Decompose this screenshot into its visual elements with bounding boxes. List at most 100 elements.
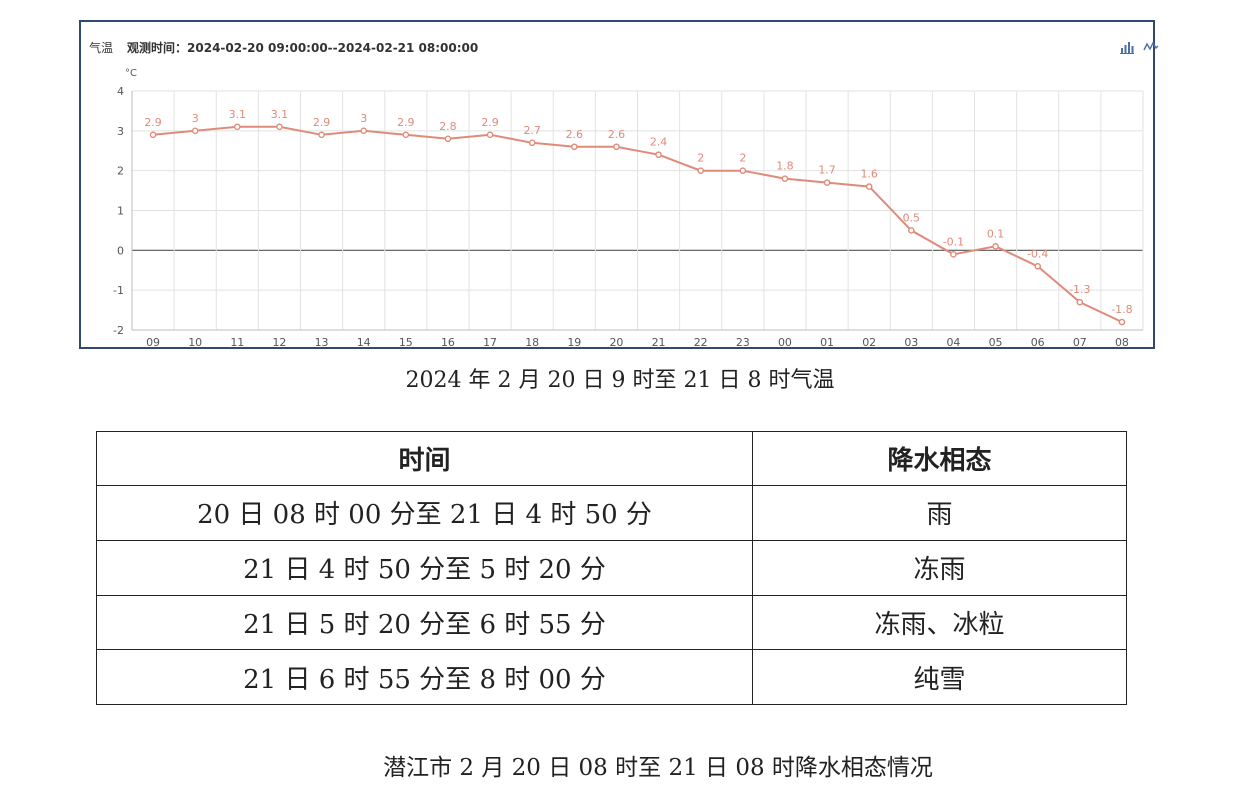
observation-time-label: 观测时间： (127, 41, 188, 55)
phase-cell: 纯雪 (752, 649, 1127, 705)
observation-time-range: 2024-02-20 09:00:00--2024-02-21 08:00:00 (187, 41, 479, 55)
data-point (191, 127, 199, 135)
data-label: 2.6 (608, 128, 626, 141)
data-point (1118, 318, 1126, 326)
data-label: -0.4 (1027, 247, 1048, 260)
x-tick-label: 14 (357, 336, 371, 347)
data-point (823, 179, 831, 186)
data-label: 2.9 (481, 116, 499, 129)
data-label: 0.5 (903, 211, 921, 224)
table-row: 21 日 6 时 55 分至 8 时 00 分 纯雪 (96, 649, 1127, 705)
chart-caption: 2024 年 2 月 20 日 9 时至 21 日 8 时气温 (405, 368, 835, 393)
chart-header: 气温 观测时间：2024-02-20 09:00:00--2024-02-21 0… (89, 39, 478, 56)
x-tick-label: 16 (441, 336, 455, 347)
data-label: -1.3 (1069, 283, 1090, 296)
data-point (276, 123, 283, 131)
y-tick-label: 1 (117, 205, 124, 218)
x-tick-label: 09 (146, 336, 160, 347)
table-row: 20 日 08 时 00 分至 21 日 4 时 50 分 雨 (96, 485, 1127, 541)
x-tick-label: 08 (1115, 336, 1129, 347)
x-tick-label: 18 (525, 336, 539, 347)
time-cell: 21 日 5 时 20 分至 6 时 55 分 (96, 594, 753, 651)
x-tick-label: 22 (694, 336, 708, 347)
phase-cell: 冻雨、冰粒 (752, 594, 1127, 651)
data-label: 1.7 (818, 164, 836, 177)
data-point (865, 183, 873, 190)
data-label: 2.8 (439, 120, 457, 133)
x-tick-label: 20 (609, 336, 623, 347)
table-header-row: 时间 降水相态 (96, 431, 1127, 486)
temperature-series-line (153, 125, 1123, 323)
data-point (1076, 298, 1084, 306)
x-tick-label: 12 (272, 336, 286, 347)
column-header-phase: 降水相态 (752, 431, 1127, 486)
data-label: 1.6 (860, 168, 878, 181)
phase-cell: 冻雨 (752, 539, 1127, 596)
y-tick-label: 2 (117, 165, 124, 178)
data-label: 2 (697, 152, 704, 165)
time-cell: 21 日 4 时 50 分至 5 时 20 分 (96, 539, 753, 596)
data-point (234, 123, 241, 131)
data-point (528, 139, 536, 147)
data-point (739, 167, 747, 174)
x-tick-label: 05 (989, 336, 1003, 347)
y-tick-label: -1 (113, 284, 124, 297)
x-tick-label: 01 (820, 336, 834, 347)
data-point (402, 131, 410, 139)
line-chart-icon[interactable] (1143, 40, 1159, 54)
data-point (697, 167, 704, 174)
data-label: -1.8 (1111, 303, 1132, 316)
table-row: 21 日 5 时 20 分至 6 时 55 分 冻雨、冰粒 (96, 594, 1127, 651)
data-label: 3.1 (229, 108, 247, 121)
x-tick-label: 17 (483, 336, 497, 347)
data-label: 2 (739, 152, 746, 165)
x-tick-label: 23 (736, 336, 750, 347)
data-point (781, 175, 789, 182)
x-tick-label: 04 (946, 336, 960, 347)
time-cell: 21 日 6 时 55 分至 8 时 00 分 (96, 649, 753, 705)
data-label: 3 (360, 112, 367, 125)
data-point (444, 135, 452, 143)
data-label: 2.6 (566, 128, 584, 141)
data-label: 3 (192, 112, 199, 125)
element-label: 气温 (89, 41, 114, 55)
x-tick-label: 13 (315, 336, 329, 347)
y-tick-label: 3 (117, 125, 124, 138)
data-point (992, 243, 999, 250)
x-tick-label: 03 (904, 336, 918, 347)
data-point (360, 127, 367, 135)
y-axis-unit: °C (125, 68, 137, 79)
y-tick-label: 4 (117, 85, 124, 98)
data-label: 2.4 (650, 136, 668, 149)
data-point (318, 131, 325, 139)
time-cell: 20 日 08 时 00 分至 21 日 4 时 50 分 (96, 485, 753, 541)
column-header-time: 时间 (96, 431, 753, 486)
data-label: 3.1 (271, 108, 289, 121)
data-label: 0.1 (987, 227, 1005, 240)
data-point (655, 151, 662, 159)
data-point (149, 131, 157, 139)
x-tick-label: 00 (778, 336, 792, 347)
table-row: 21 日 4 时 50 分至 5 时 20 分 冻雨 (96, 539, 1127, 596)
data-point (486, 131, 494, 139)
data-label: -0.1 (943, 235, 964, 248)
x-tick-label: 10 (188, 336, 202, 347)
data-point (908, 227, 915, 234)
precipitation-phase-table: 时间 降水相态 20 日 08 时 00 分至 21 日 4 时 50 分 雨 … (96, 431, 1127, 705)
temperature-chart-panel: 气温 观测时间：2024-02-20 09:00:00--2024-02-21 0… (79, 20, 1159, 349)
y-tick-label: -2 (113, 324, 124, 337)
x-tick-label: 21 (652, 336, 666, 347)
data-point (613, 143, 620, 151)
data-point (1034, 262, 1041, 270)
x-tick-label: 11 (230, 336, 244, 347)
data-point (950, 251, 957, 258)
bar-chart-icon[interactable] (1120, 40, 1134, 54)
x-tick-label: 15 (399, 336, 413, 347)
data-label: 2.9 (313, 116, 331, 129)
phase-cell: 雨 (752, 485, 1127, 541)
data-label: 2.9 (397, 116, 415, 129)
y-tick-label: 0 (117, 244, 124, 257)
data-point (571, 143, 578, 151)
data-label: 1.8 (776, 160, 794, 173)
